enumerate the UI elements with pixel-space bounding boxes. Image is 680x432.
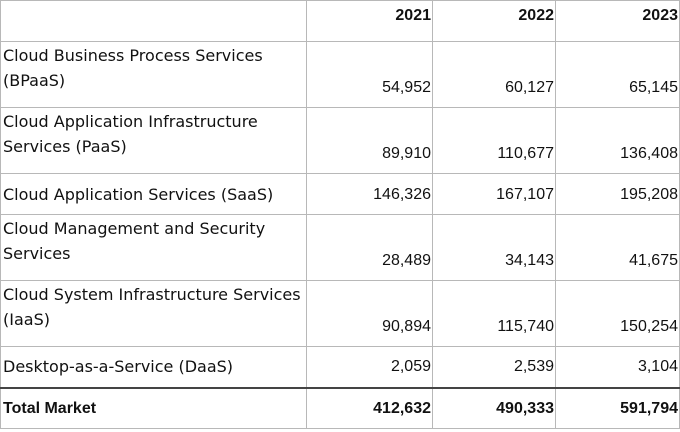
cell-2023: 3,104	[555, 346, 680, 388]
cell-2021: 28,489	[306, 214, 433, 281]
cell-2022: 110,677	[432, 107, 556, 174]
total-row: Total Market 412,632 490,333 591,794	[0, 386, 680, 429]
cell-2021: 89,910	[306, 107, 433, 174]
cell-2023: 41,675	[555, 214, 680, 281]
cell-2022: 115,740	[432, 280, 556, 347]
header-row: 2021 2022 2023	[0, 0, 680, 42]
total-2023: 591,794	[555, 386, 680, 429]
cell-2022: 60,127	[432, 41, 556, 108]
table-row: Cloud Business Process Services (BPaaS) …	[0, 41, 680, 108]
header-2021: 2021	[306, 0, 433, 42]
total-label: Total Market	[0, 386, 307, 429]
table-row: Cloud Application Services (SaaS) 146,32…	[0, 173, 680, 215]
table-row: Desktop-as-a-Service (DaaS) 2,059 2,539 …	[0, 346, 680, 388]
cell-2022: 2,539	[432, 346, 556, 388]
header-empty-cell	[0, 0, 307, 42]
table-row: Cloud System Infrastructure Services (Ia…	[0, 280, 680, 347]
row-label: Cloud Application Services (SaaS)	[0, 173, 307, 215]
cell-2022: 167,107	[432, 173, 556, 215]
row-label: Cloud Application Infrastructure Service…	[0, 107, 307, 174]
cell-2021: 2,059	[306, 346, 433, 388]
cell-2022: 34,143	[432, 214, 556, 281]
header-2023: 2023	[555, 0, 680, 42]
row-label: Cloud Business Process Services (BPaaS)	[0, 41, 307, 108]
table-row: Cloud Application Infrastructure Service…	[0, 107, 680, 174]
row-label: Cloud Management and Security Services	[0, 214, 307, 281]
row-label: Desktop-as-a-Service (DaaS)	[0, 346, 307, 388]
total-2022: 490,333	[432, 386, 556, 429]
total-2021: 412,632	[306, 386, 433, 429]
cell-2023: 195,208	[555, 173, 680, 215]
cell-2021: 90,894	[306, 280, 433, 347]
cell-2021: 146,326	[306, 173, 433, 215]
cell-2023: 65,145	[555, 41, 680, 108]
cell-2023: 136,408	[555, 107, 680, 174]
table-row: Cloud Management and Security Services 2…	[0, 214, 680, 281]
header-2022: 2022	[432, 0, 556, 42]
cell-2021: 54,952	[306, 41, 433, 108]
cell-2023: 150,254	[555, 280, 680, 347]
row-label: Cloud System Infrastructure Services (Ia…	[0, 280, 307, 347]
